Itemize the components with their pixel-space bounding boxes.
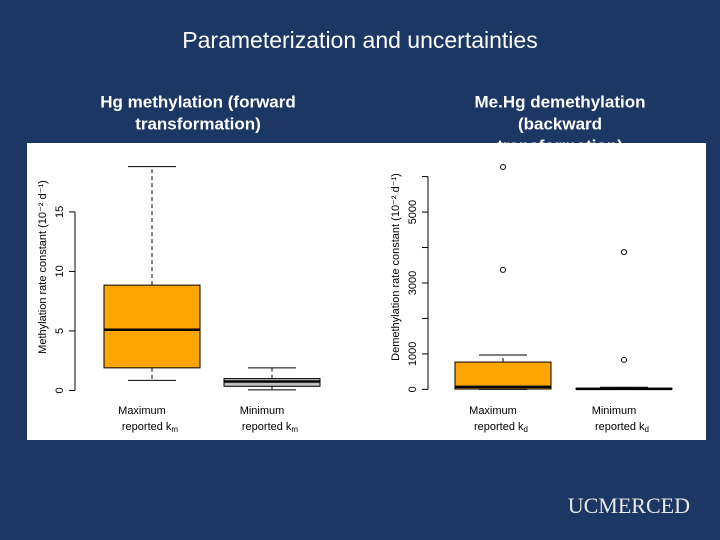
chart-title: transformation) bbox=[135, 114, 261, 133]
x-tick-label: Maximum bbox=[118, 405, 166, 417]
y-tick-label: 15 bbox=[54, 206, 66, 218]
chart-title: Hg methylation (forward bbox=[100, 92, 296, 111]
y-tick-label: 0 bbox=[54, 387, 66, 393]
y-axis-label: Methylation rate constant (10⁻² d⁻¹) bbox=[37, 180, 49, 354]
box-plot: 0 1000 3000 5000 Demethylation rate constant… bbox=[390, 164, 673, 434]
x-tick-label: reported kd bbox=[595, 421, 649, 434]
outlier bbox=[621, 249, 627, 256]
x-tick-label: Minimum bbox=[240, 405, 285, 417]
box bbox=[103, 284, 201, 369]
x-tick-label: reported kd bbox=[474, 421, 528, 434]
slide-title: Parameterization and uncertainties bbox=[182, 27, 537, 53]
x-tick-label: Maximum bbox=[469, 405, 517, 417]
y-tick-label: 5 bbox=[54, 328, 66, 334]
chart-title: (backward bbox=[518, 114, 602, 133]
label-text: reported k bbox=[242, 421, 292, 433]
x-tick-label: reported km bbox=[122, 421, 179, 434]
y-tick-label: 0 bbox=[407, 386, 419, 392]
outlier bbox=[500, 164, 506, 171]
box-plot: 0 5 10 15 Methylation rate constant (10⁻² d⁻… bbox=[37, 166, 321, 434]
label-text: reported k bbox=[474, 421, 524, 433]
label-subscript: d bbox=[645, 425, 649, 434]
label-text: reported k bbox=[595, 421, 645, 433]
outlier bbox=[621, 356, 627, 363]
label-subscript: m bbox=[291, 425, 298, 434]
label-subscript: m bbox=[171, 425, 178, 434]
y-tick-label: 10 bbox=[54, 265, 66, 277]
x-tick-label: reported km bbox=[242, 421, 299, 434]
y-tick-label: 3000 bbox=[407, 271, 419, 295]
label-subscript: d bbox=[524, 425, 528, 434]
y-axis-label: Demethylation rate constant (10⁻² d⁻¹) bbox=[390, 173, 402, 361]
y-tick-label: 1000 bbox=[407, 342, 419, 366]
plots: 0 5 10 15 Methylation rate constant (10⁻² d⁻… bbox=[37, 164, 673, 434]
x-tick-label: Minimum bbox=[592, 405, 637, 417]
label-text: reported k bbox=[122, 421, 172, 433]
chart-title: Me.Hg demethylation bbox=[475, 92, 646, 111]
outlier bbox=[500, 266, 506, 273]
y-tick-label: 5000 bbox=[407, 200, 419, 224]
box bbox=[454, 361, 552, 390]
logo: UCMERCED bbox=[568, 493, 690, 518]
